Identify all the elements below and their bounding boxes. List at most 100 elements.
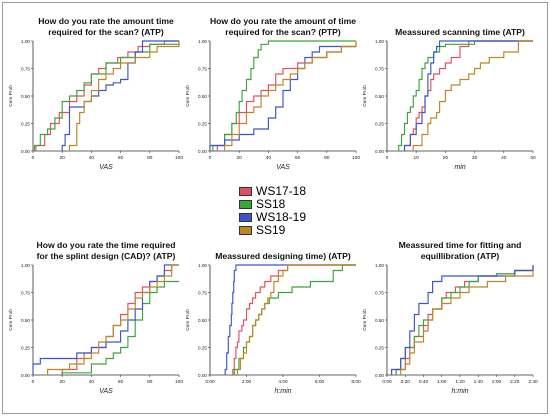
legend-swatch-ss19	[239, 226, 252, 235]
y-tick-label: 1.00	[21, 39, 30, 44]
x-axis-label: VAS	[276, 164, 290, 171]
series-line-ws18-19	[61, 40, 179, 151]
series-line-ss19	[236, 264, 356, 375]
x-tick-label: 0:00	[382, 379, 392, 385]
y-tick-label: 0.50	[375, 318, 384, 323]
y-tick-label: 0.00	[198, 373, 207, 378]
series-line-ss18	[33, 41, 180, 151]
series-line-ss18	[61, 280, 179, 375]
x-tick-label: 0:00	[205, 379, 215, 385]
legend-swatch-ss18	[239, 200, 252, 209]
y-tick-label: 0.25	[375, 345, 384, 350]
chart-title-line: equillibration (ATP)	[421, 251, 500, 261]
y-axis-label: Cum Prob	[185, 309, 191, 331]
x-tick-label: 1:40	[474, 379, 484, 385]
x-tick-label: 20	[443, 155, 449, 161]
y-tick-label: 0.25	[375, 121, 384, 126]
x-tick-label: 40	[89, 155, 95, 161]
x-tick-label: 0	[386, 155, 389, 161]
series-line-ws18-19	[403, 40, 533, 151]
legend: WS17-18 SS18 WS18-19 SS19	[239, 184, 349, 237]
chart-title-line: for the splint design (CAD)? (ATP)	[37, 251, 176, 261]
chart-title-line: How do you rate the amount time	[38, 16, 174, 26]
chart-panel-1: How do you rate the amount timerequired …	[8, 16, 183, 171]
x-tick-label: 20	[60, 155, 66, 161]
x-tick-label: 4:00	[278, 379, 288, 385]
x-tick-label: 0	[32, 379, 35, 385]
y-tick-label: 0.00	[21, 373, 30, 378]
x-tick-label: 6:00	[315, 379, 325, 385]
chart-title-line: How do you rate the time required	[37, 240, 176, 250]
series-line-ws18-19	[391, 265, 534, 375]
x-tick-label: 60	[118, 379, 124, 385]
y-tick-label: 1.00	[375, 39, 384, 44]
y-tick-label: 1.00	[198, 263, 207, 268]
y-tick-label: 0.00	[198, 149, 207, 154]
x-tick-label: 80	[147, 379, 153, 385]
y-tick-label: 0.25	[21, 121, 30, 126]
chart-title-line: How do you rate the amount of time	[210, 16, 356, 26]
x-axis-label: min	[454, 164, 465, 171]
x-tick-label: 80	[324, 155, 330, 161]
x-axis-label: h:min	[274, 388, 291, 395]
x-tick-label: 0:40	[419, 379, 429, 385]
chart-title-line: required for the scan? (PTP)	[225, 27, 341, 37]
x-tick-label: 2:00	[492, 379, 502, 385]
chart-panel-2: How do you rate the amount of timerequir…	[185, 16, 360, 171]
legend-swatch-ws18-19	[239, 213, 252, 222]
legend-swatch-ws17-18	[239, 187, 252, 196]
y-axis-label: Cum Prob	[362, 309, 368, 331]
x-tick-label: 100	[352, 155, 360, 161]
series-line-ss18	[233, 264, 356, 375]
y-axis-label: Cum Prob	[8, 85, 14, 107]
series-line-ws17-18	[35, 40, 179, 151]
y-tick-label: 0.50	[21, 94, 30, 99]
series-line-ws17-18	[395, 265, 534, 375]
y-axis-label: Cum Prob	[362, 85, 368, 107]
chart-panel-6: Meassured time for fitting andequillibra…	[362, 240, 538, 395]
x-tick-label: 20	[60, 379, 66, 385]
y-tick-label: 0.75	[198, 66, 207, 71]
legend-label: WS17-18	[256, 184, 307, 198]
x-tick-label: 80	[147, 155, 153, 161]
y-tick-label: 0.25	[198, 121, 207, 126]
series-line-ss19	[412, 40, 533, 151]
x-tick-label: 40	[266, 155, 272, 161]
y-tick-label: 0.50	[375, 94, 384, 99]
legend-item-ss19: SS19	[239, 223, 349, 237]
x-tick-label: 8:00	[351, 379, 361, 385]
chart-panel-3: Meassured scanning time (ATP) 0.00 0.25 0.5…	[362, 27, 536, 171]
series-line-ss19	[224, 41, 357, 151]
series-line-ss19	[400, 270, 534, 375]
cdf-figure: How do you rate the amount time required …	[8, 16, 538, 395]
legend-label: SS18	[256, 197, 286, 211]
y-tick-label: 1.00	[198, 39, 207, 44]
x-tick-label: 100	[175, 155, 183, 161]
chart-panel-5: Meassured designing time) (ATP) 0.00 0.25 0…	[185, 251, 361, 395]
y-tick-label: 0.50	[198, 94, 207, 99]
chart-title-line: Meassured scanning time (ATP)	[395, 27, 525, 37]
legend-item-ws18-19: WS18-19	[239, 210, 349, 224]
y-tick-label: 0.75	[21, 290, 30, 295]
y-tick-label: 0.00	[375, 149, 384, 154]
legend-label: WS18-19	[256, 210, 307, 224]
y-axis-label: Cum Prob	[8, 309, 14, 331]
x-tick-label: 40	[89, 379, 95, 385]
y-tick-label: 0.00	[375, 373, 384, 378]
x-tick-label: 60	[118, 155, 124, 161]
y-tick-label: 0.75	[375, 66, 384, 71]
x-axis-label: VAS	[99, 388, 113, 395]
x-tick-label: 100	[175, 379, 183, 385]
y-tick-label: 0.25	[21, 345, 30, 350]
x-tick-label: 40	[501, 155, 507, 161]
y-tick-label: 1.00	[375, 263, 384, 268]
y-tick-label: 0.25	[198, 345, 207, 350]
series-line-ss19	[68, 41, 180, 151]
x-tick-label: 2:00	[242, 379, 252, 385]
x-tick-label: 2:20	[510, 379, 520, 385]
y-tick-label: 0.50	[198, 318, 207, 323]
x-tick-label: 0	[32, 155, 35, 161]
x-tick-label: 30	[472, 155, 478, 161]
